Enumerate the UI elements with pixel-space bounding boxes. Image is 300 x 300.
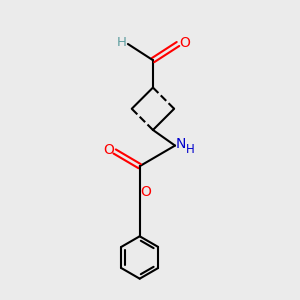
Text: N: N bbox=[175, 137, 185, 151]
Text: O: O bbox=[141, 185, 152, 199]
Text: O: O bbox=[179, 35, 190, 50]
Text: H: H bbox=[116, 36, 126, 49]
Text: O: O bbox=[103, 143, 114, 157]
Text: H: H bbox=[186, 142, 195, 156]
